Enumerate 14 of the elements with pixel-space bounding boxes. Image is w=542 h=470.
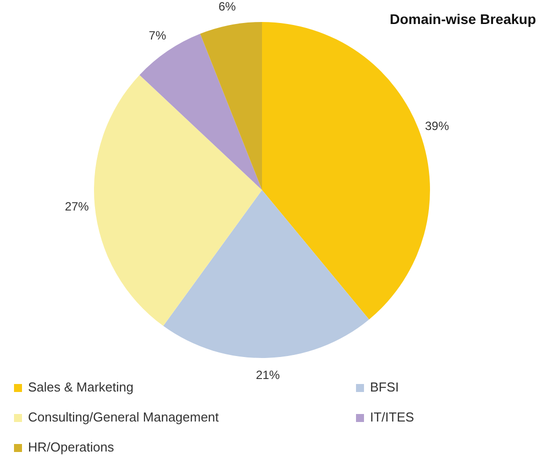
- data-label: 21%: [256, 368, 280, 382]
- legend-label: Consulting/General Management: [28, 409, 220, 424]
- data-label: 7%: [148, 28, 166, 42]
- legend-label: HR/Operations: [28, 439, 114, 454]
- text: Domain-wise Breakup: [390, 11, 536, 27]
- data-label: 6%: [218, 0, 236, 14]
- data-label: 27%: [64, 200, 90, 214]
- legend-label: IT/ITES: [370, 409, 414, 424]
- legend-label: Sales & Marketing: [28, 379, 134, 394]
- legend-label: BFSI: [370, 379, 399, 394]
- data-label: 39%: [424, 119, 450, 134]
- pie-slice: [94, 74, 262, 326]
- pie-slice: [200, 22, 262, 190]
- pie-slice: [163, 190, 370, 358]
